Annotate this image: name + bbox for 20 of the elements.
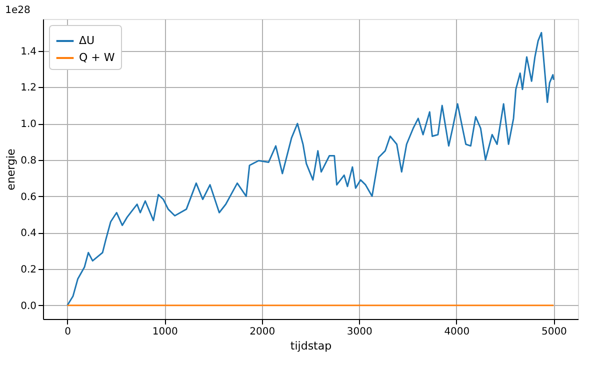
text: 1e28 — [5, 5, 30, 16]
y-axis-title: energie — [4, 148, 18, 190]
y-tick-label: 0.8 — [20, 155, 36, 166]
x-tick-label: 1000 — [152, 326, 178, 338]
y-tick-label: 1.0 — [20, 119, 36, 130]
x-tick-label: 2000 — [250, 326, 276, 338]
y-tick-label: 0.0 — [20, 300, 36, 312]
x-tick-label: 3000 — [346, 326, 372, 338]
y-tick-label: 1.2 — [20, 82, 36, 94]
y-tick-label: 0.2 — [20, 264, 36, 276]
x-tick-label: 0 — [64, 326, 72, 338]
legend-label: Q + W — [79, 51, 115, 64]
x-tick-label: 4000 — [444, 326, 470, 338]
y-tick-label: 0.4 — [20, 228, 36, 240]
y-tick-label: 0.6 — [20, 192, 36, 203]
y-tick-label: 1.4 — [20, 46, 36, 58]
line-series — [66, 32, 554, 306]
legend-label: ΔU — [79, 34, 95, 47]
x-axis-title: tijdstap — [290, 340, 332, 352]
x-tick-label: 5000 — [541, 326, 567, 338]
